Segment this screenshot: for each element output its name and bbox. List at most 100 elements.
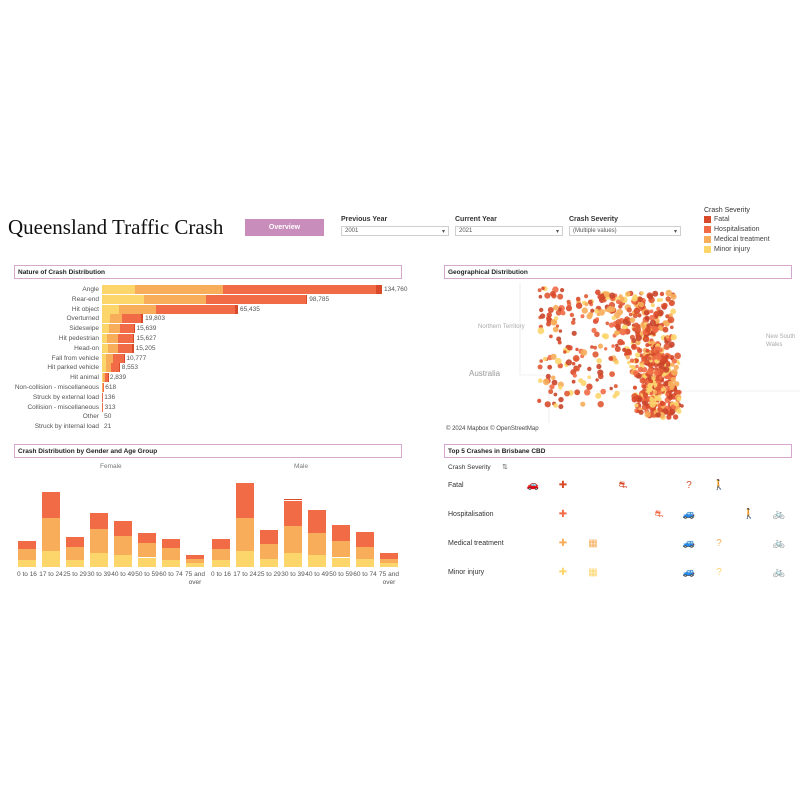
crash-location-dot[interactable] (665, 289, 673, 297)
crash-location-dot[interactable] (662, 302, 668, 309)
age-bar-segment[interactable] (90, 553, 108, 567)
crash-location-dot[interactable] (553, 403, 558, 408)
crash-location-dot[interactable] (560, 288, 565, 293)
nature-bar-segment[interactable] (205, 294, 306, 304)
crash-type-icon[interactable]: ✚ (558, 509, 568, 520)
crash-location-dot[interactable] (564, 390, 570, 397)
crash-location-dot[interactable] (659, 369, 664, 375)
age-bar-segment[interactable] (186, 554, 204, 559)
crash-location-dot[interactable] (565, 305, 573, 312)
crash-location-dot[interactable] (676, 389, 682, 395)
nature-bar-row[interactable]: Overturned 19,803 (14, 314, 402, 324)
crash-location-dot[interactable] (629, 358, 635, 363)
crash-type-icon[interactable]: ✚ (558, 538, 568, 549)
age-bar-segment[interactable] (332, 541, 350, 558)
crash-location-dot[interactable] (642, 392, 649, 398)
crash-location-dot[interactable] (555, 357, 562, 365)
crash-location-dot[interactable] (663, 343, 670, 350)
age-bar-segment[interactable] (90, 529, 108, 554)
nature-bar-row[interactable]: Sideswipe 15,639 (14, 324, 402, 334)
crash-location-dot[interactable] (552, 326, 559, 333)
age-bar-segment[interactable] (212, 538, 230, 550)
age-bar-segment[interactable] (332, 524, 350, 542)
age-bar-segment[interactable] (138, 557, 156, 567)
crash-location-dot[interactable] (595, 378, 599, 382)
legend-item-fatal[interactable]: Fatal (704, 214, 770, 224)
crash-location-dot[interactable] (632, 385, 637, 390)
sort-icon[interactable]: ⇅ (502, 464, 508, 471)
nature-bar-segment[interactable] (141, 314, 144, 324)
nature-bar-segment[interactable] (103, 373, 106, 383)
crash-location-dot[interactable] (550, 375, 556, 381)
crash-location-dot[interactable] (634, 326, 642, 333)
crash-location-dot[interactable] (658, 348, 663, 353)
crash-location-dot[interactable] (580, 314, 585, 319)
age-bar-segment[interactable] (212, 549, 230, 561)
crash-location-dot[interactable] (603, 333, 609, 340)
age-bar-segment[interactable] (356, 531, 374, 547)
crash-location-dot[interactable] (584, 389, 591, 396)
crash-location-dot[interactable] (604, 347, 608, 351)
crash-location-dot[interactable] (633, 370, 639, 376)
nature-bar-segment[interactable] (102, 304, 119, 314)
crash-location-dot[interactable] (658, 325, 663, 330)
crash-location-dot[interactable] (572, 373, 577, 378)
crash-location-dot[interactable] (606, 306, 614, 313)
crash-location-dot[interactable] (618, 304, 623, 309)
crash-location-dot[interactable] (632, 313, 638, 319)
crash-location-dot[interactable] (670, 293, 677, 300)
nature-bar-segment[interactable] (102, 334, 108, 343)
age-bar-segment[interactable] (380, 553, 398, 559)
crash-location-dot[interactable] (638, 301, 645, 308)
crash-location-dot[interactable] (553, 392, 558, 397)
age-bar-segment[interactable] (114, 535, 132, 555)
crash-location-dot[interactable] (629, 364, 633, 369)
nature-bar-segment[interactable] (119, 363, 120, 373)
crash-location-dot[interactable] (544, 401, 551, 408)
crash-location-dot[interactable] (670, 404, 676, 411)
nature-bar-segment[interactable] (102, 353, 107, 363)
crash-location-dot[interactable] (571, 379, 576, 384)
nature-bar-segment[interactable] (110, 314, 122, 324)
nature-bar-row[interactable]: Hit object 65,435 (14, 304, 402, 314)
crash-location-dot[interactable] (597, 369, 604, 376)
crash-location-dot[interactable] (670, 334, 677, 341)
age-bar-segment[interactable] (114, 554, 132, 567)
age-bar-segment[interactable] (18, 549, 36, 561)
crash-location-dot[interactable] (655, 349, 660, 355)
age-bar-segment[interactable] (356, 546, 374, 559)
crash-location-dot[interactable] (629, 317, 636, 323)
crash-location-dot[interactable] (670, 325, 674, 330)
crash-location-dot[interactable] (637, 347, 643, 354)
crash-location-dot[interactable] (645, 326, 651, 333)
age-bar-segment[interactable] (260, 558, 278, 567)
crash-type-icon[interactable]: ✚ (558, 480, 568, 491)
crash-location-dot[interactable] (571, 330, 577, 336)
age-bar-segment[interactable] (66, 537, 84, 547)
nature-bar-segment[interactable] (119, 324, 135, 334)
crash-location-dot[interactable] (649, 314, 655, 321)
crash-location-dot[interactable] (663, 366, 670, 373)
nature-bar-segment[interactable] (102, 294, 144, 304)
nature-bar-segment[interactable] (102, 285, 136, 294)
nature-bar-row[interactable]: Hit animal 2,839 (14, 373, 402, 383)
crash-location-dot[interactable] (551, 319, 558, 325)
nature-bar-segment[interactable] (133, 334, 135, 343)
crash-location-dot[interactable] (591, 327, 597, 333)
nature-bar-segment[interactable] (118, 304, 156, 314)
age-bar-segment[interactable] (260, 543, 278, 559)
crash-location-dot[interactable] (613, 384, 618, 389)
crash-location-dot[interactable] (570, 320, 576, 325)
crash-location-dot[interactable] (590, 345, 594, 349)
nature-bar-segment[interactable] (102, 363, 107, 373)
nature-bar-row[interactable]: Head-on 15,205 (14, 343, 402, 353)
crash-location-dot[interactable] (612, 394, 617, 399)
nature-bar-segment[interactable] (132, 343, 134, 353)
crash-location-dot[interactable] (647, 293, 654, 300)
age-bar-segment[interactable] (236, 482, 254, 519)
crash-location-dot[interactable] (537, 364, 543, 370)
crash-location-dot[interactable] (670, 362, 675, 367)
crash-location-dot[interactable] (631, 338, 637, 344)
crash-location-dot[interactable] (649, 309, 654, 314)
crash-type-icon[interactable]: ✚ (558, 567, 568, 578)
